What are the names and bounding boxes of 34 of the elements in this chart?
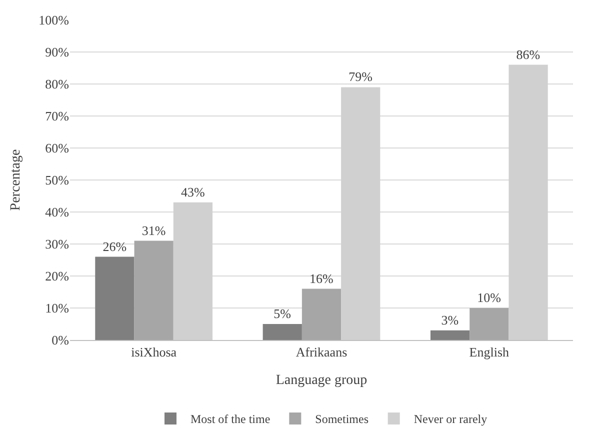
bar [470,308,509,340]
y-tick-label: 50% [45,172,70,188]
x-tick-label: isiXhosa [131,344,177,360]
y-tick-label: 0% [52,332,70,348]
data-label: 43% [180,184,205,200]
y-tick-label: 10% [45,300,70,316]
y-tick-label: 20% [45,268,70,284]
data-label: 3% [441,312,459,328]
y-tick-label: 40% [45,204,70,220]
y-tick-label: 70% [45,108,70,124]
legend-label: Never or rarely [414,412,488,426]
data-label: 16% [310,270,334,286]
y-tick-label: 90% [45,44,70,60]
bar [302,288,342,340]
legend-label: Sometimes [315,412,369,426]
y-tick-label: 100% [38,12,70,28]
y-axis-title: Percentage [8,149,24,211]
x-tick-label: English [469,344,510,360]
legend-label: Most of the time [190,412,270,426]
bar [262,324,302,340]
y-tick-label: 80% [45,76,70,92]
bar [430,330,470,340]
y-tick-label: 60% [45,140,70,156]
data-label: 31% [142,222,166,238]
x-axis-title: Language group [276,372,368,388]
data-label: 5% [274,306,292,321]
bar [134,240,174,340]
data-label: 79% [348,69,373,84]
data-label: 10% [477,290,502,305]
x-tick-label: Afrikaans [296,344,348,360]
y-tick-label: 30% [45,236,70,252]
bar [95,256,134,340]
data-label: 26% [102,238,127,254]
data-label: 86% [516,46,540,62]
